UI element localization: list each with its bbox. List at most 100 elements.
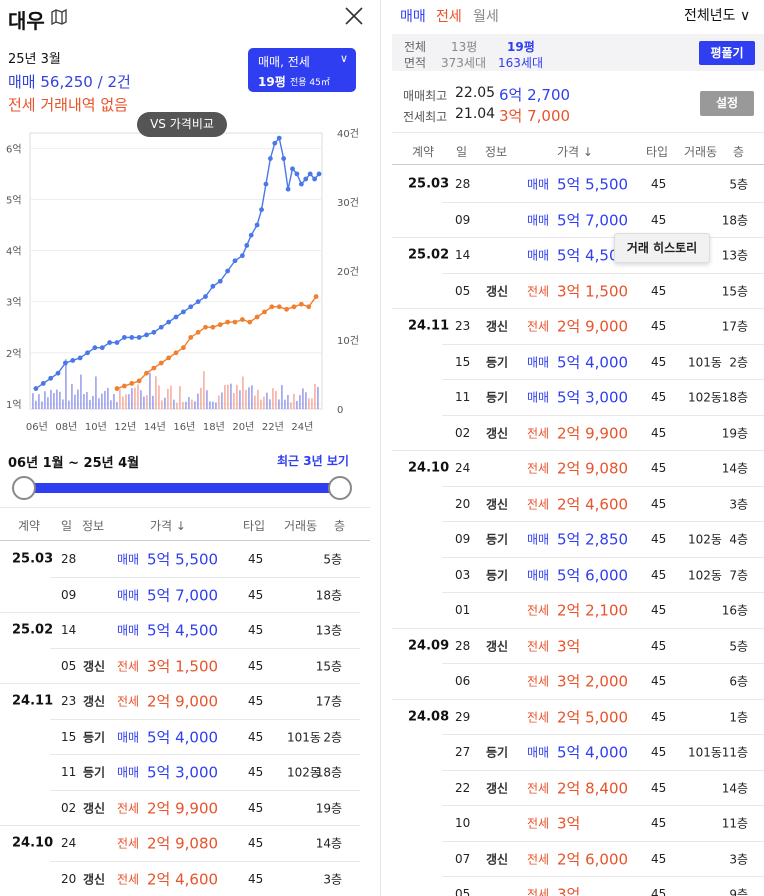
volume-bar [65, 359, 67, 409]
cell-info: 등기 [486, 390, 509, 405]
row-divider [442, 272, 764, 274]
volume-bar [167, 388, 169, 409]
volume-bar [86, 392, 88, 409]
tab-monthly[interactable]: 월세 [473, 9, 499, 25]
table-row[interactable]: 22 갱신 전세 2억 8,400 45 14층 [392, 770, 764, 806]
table-row[interactable]: 25.03 28 매매 5억 5,500 45 5층 [0, 541, 360, 577]
table-row[interactable]: 03 등기 매매 5억 6,000 45 102동 7층 [392, 557, 764, 593]
volume-bar [134, 387, 136, 409]
vs-compare-button[interactable]: VS 가격비교 [137, 112, 227, 137]
slider-start-handle[interactable] [12, 476, 36, 500]
cell-info: 등기 [83, 765, 106, 780]
table-row[interactable]: 25.03 28 매매 5억 5,500 45 5층 [392, 166, 764, 202]
volume-bar [194, 401, 196, 409]
series-point-1 [121, 383, 127, 389]
area-big[interactable]: 19평 [507, 40, 535, 54]
volume-bar [125, 394, 127, 409]
pyeong-unfold-button[interactable]: 평풀기 [699, 41, 755, 65]
cell-info: 등기 [486, 532, 509, 547]
recent-3-years-link[interactable]: 최근 3년 보기 [277, 454, 349, 468]
settings-button[interactable]: 설정 [700, 91, 754, 116]
table-row[interactable]: 09 매매 5억 7,000 45 18층 [0, 577, 360, 613]
table-row[interactable]: 20 갱신 전세 2억 4,600 45 3층 [392, 486, 764, 522]
table-row[interactable]: 05 갱신 전세 3억 1,500 45 15층 [392, 273, 764, 309]
tab-sale[interactable]: 매매 [400, 9, 426, 25]
map-icon[interactable] [50, 8, 68, 26]
table-row[interactable]: 01 전세 2억 2,100 45 16층 [392, 592, 764, 628]
table-row[interactable]: 02 갱신 전세 2억 9,900 45 19층 [0, 790, 360, 826]
table-row[interactable]: 25.02 14 매매 5억 4,500 45 13층 [0, 612, 360, 648]
cell-dong: 101동 [688, 745, 722, 760]
volume-bar [83, 394, 85, 409]
table-row[interactable]: 15 등기 매매 5억 4,000 45 101동 2층 [392, 344, 764, 380]
table-row[interactable]: 24.10 24 전세 2억 9,080 45 14층 [0, 825, 360, 861]
volume-bar [218, 395, 220, 409]
volume-bar [212, 401, 214, 409]
cell-day: 14 [455, 248, 471, 262]
cell-floor: 14층 [721, 781, 748, 795]
table-row[interactable]: 11 등기 매매 5억 3,000 45 102동 18층 [392, 379, 764, 415]
trade-history-tooltip: 거래 히스토리 [614, 233, 710, 263]
table-row[interactable]: 24.09 28 갱신 전세 3억 45 5층 [392, 628, 764, 664]
cell-deal-kind: 매매 [117, 765, 140, 780]
units-big: 163세대 [498, 56, 543, 70]
cell-info: 등기 [486, 745, 509, 760]
volume-bar [77, 389, 79, 409]
table-row[interactable]: 10 전세 3억 45 11층 [392, 805, 764, 841]
cell-deal-kind: 매매 [117, 730, 140, 744]
row-divider [442, 769, 764, 771]
table-row[interactable]: 27 등기 매매 5억 4,000 45 101동 11층 [392, 734, 764, 770]
volume-bar [71, 383, 73, 409]
area-small[interactable]: 13평 [451, 40, 478, 54]
volume-bar [227, 384, 229, 409]
row-divider [50, 576, 360, 578]
tab-jeonse[interactable]: 전세 [436, 9, 462, 25]
volume-bar [41, 401, 43, 409]
header-col-price[interactable]: 가격 ↓ [150, 519, 186, 533]
divider [392, 132, 764, 133]
volume-bar [221, 392, 223, 409]
volume-bar [170, 385, 172, 409]
cell-info: 갱신 [486, 319, 509, 334]
table-row[interactable]: 11 등기 매매 5억 3,000 45 102동 18층 [0, 754, 360, 790]
selected-month: 25년 3월 [8, 52, 61, 67]
table-row[interactable]: 24.11 23 갱신 전세 2억 9,000 45 17층 [392, 308, 764, 344]
cell-month: 24.09 [408, 638, 450, 653]
volume-bar [182, 401, 184, 409]
slider-end-handle[interactable] [328, 476, 352, 500]
table-row[interactable]: 24.10 24 전세 2억 9,080 45 14층 [392, 450, 764, 486]
table-row[interactable]: 15 등기 매매 5억 4,000 45 101동 2층 [0, 719, 360, 755]
volume-bar [215, 402, 217, 409]
table-row[interactable]: 20 갱신 전세 2억 4,600 45 3층 [0, 861, 360, 896]
series-point-0 [285, 186, 291, 192]
year-select[interactable]: 전체년도 ∨ [684, 5, 750, 25]
table-row[interactable]: 02 갱신 전세 2억 9,900 45 19층 [392, 415, 764, 451]
table-row[interactable]: 24.11 23 갱신 전세 2억 9,000 45 17층 [0, 683, 360, 719]
cell-price: 5억 7,000 [557, 211, 629, 229]
series-point-0 [263, 181, 269, 187]
table-row[interactable]: 09 등기 매매 5억 2,850 45 102동 4층 [392, 521, 764, 557]
price-chart[interactable]: 6억 5억 4억 3억 2억 1억 40건 30건 20건 10건 0 06년 08년 10년 12년 14년… [0, 124, 370, 440]
cell-price: 2억 6,000 [557, 850, 629, 868]
cell-deal-kind: 전세 [527, 710, 550, 724]
cell-price: 5억 7,000 [147, 586, 219, 604]
period-slider-track[interactable] [24, 483, 340, 493]
table-row[interactable]: 05 갱신 전세 3억 1,500 45 15층 [0, 648, 360, 684]
series-point-0 [158, 324, 164, 330]
cell-day: 29 [455, 709, 471, 724]
header-col-price[interactable]: 가격 ↓ [557, 145, 593, 159]
table-row[interactable]: 06 전세 3억 2,000 45 6층 [392, 663, 764, 699]
x-tick: 10년 [85, 421, 107, 433]
cell-type: 45 [651, 212, 667, 227]
close-icon[interactable] [344, 6, 364, 26]
series-point-0 [267, 156, 273, 161]
volume-bar [260, 399, 262, 409]
table-row[interactable]: 05 전세 3억 45 9층 [392, 876, 764, 896]
cell-price: 5억 4,000 [557, 353, 629, 371]
volume-bar [155, 376, 157, 409]
deal-type-selector[interactable]: 매매, 전세 ∨ 19평 전용 45㎡ [248, 48, 356, 92]
table-row[interactable]: 24.08 29 전세 2억 5,000 45 1층 [392, 699, 764, 735]
table-row[interactable]: 07 갱신 전세 2억 6,000 45 3층 [392, 841, 764, 877]
table-row[interactable]: 09 매매 5억 7,000 45 18층 [392, 202, 764, 238]
